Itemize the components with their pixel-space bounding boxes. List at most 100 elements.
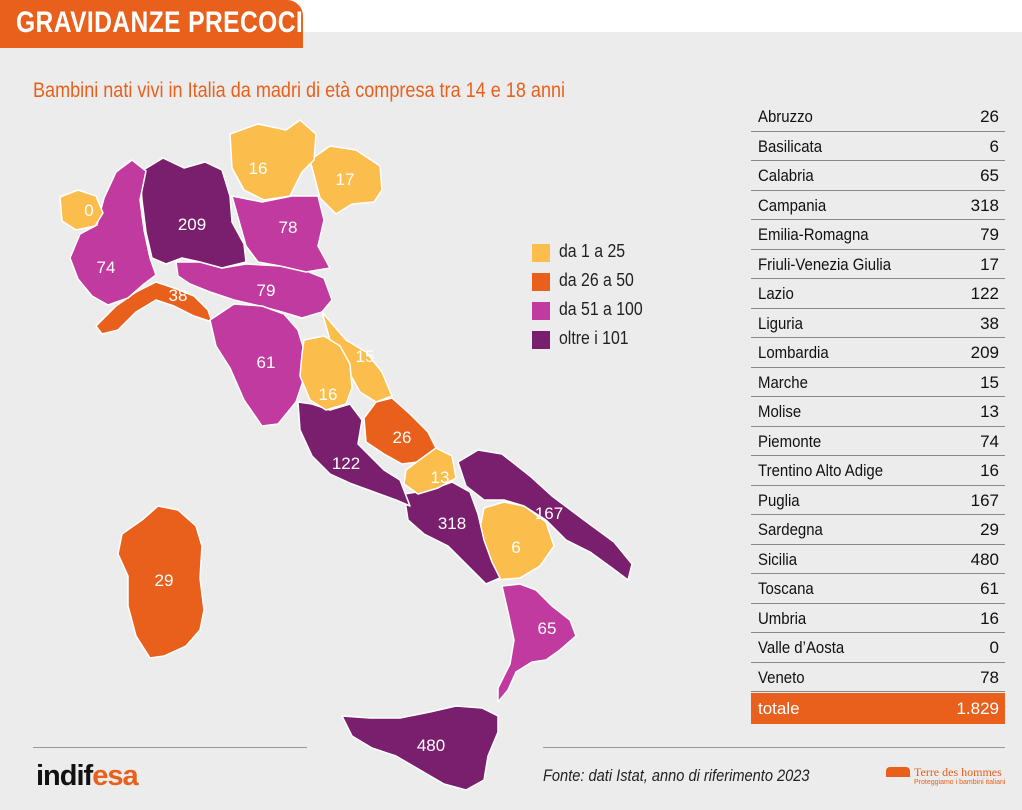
region-name: Emilia-Romagna: [758, 225, 869, 244]
map-region: [297, 401, 411, 507]
region-name: Liguria: [758, 313, 803, 333]
map-region-value-label: 167: [535, 504, 563, 523]
region-name: Valle d’Aosta: [758, 638, 845, 657]
region-value: 15: [980, 372, 999, 392]
map-region-value-label: 29: [155, 571, 174, 590]
region-name: Trentino Alto Adige: [758, 461, 884, 480]
region-value: 74: [980, 431, 999, 451]
map-region-value-label: 78: [279, 218, 298, 237]
map-region: [403, 481, 501, 585]
table-row: Lombardia 209: [751, 338, 1005, 368]
data-table: Abruzzo 26 Basilicata 6 Calabria 65 Campania 31…: [751, 102, 1005, 724]
region-value: 167: [970, 490, 999, 510]
map-region: [69, 159, 157, 306]
region-name: Molise: [758, 402, 802, 421]
region-name: Puglia: [758, 490, 800, 510]
region-name: Lazio: [758, 284, 794, 303]
region-value: 61: [980, 579, 999, 598]
region-value: 0: [989, 638, 999, 657]
map-region: [231, 195, 331, 273]
table-row: Abruzzo 26: [751, 102, 1005, 132]
region-value: 78: [980, 667, 999, 687]
region-name: Piemonte: [758, 431, 822, 451]
region-name: Abruzzo: [758, 107, 813, 126]
table-row: Veneto 78: [751, 663, 1005, 692]
total-value: 1.829: [956, 699, 999, 718]
table-row: Basilicata 6: [751, 132, 1005, 161]
table-row: Friuli-Venezia Giulia 17: [751, 250, 1005, 279]
total-row: totale 1.829: [751, 693, 1005, 724]
header-tab: GRAVIDANZE PRECOCI: [0, 0, 303, 48]
map-region-value-label: 15: [356, 347, 375, 366]
map-region: [309, 145, 383, 215]
map-region-value-label: 26: [393, 428, 412, 447]
region-name: Friuli-Venezia Giulia: [758, 254, 892, 274]
map-region: [117, 505, 205, 659]
region-value: 13: [980, 402, 999, 421]
region-value: 65: [980, 166, 999, 185]
region-name: Toscana: [758, 579, 814, 598]
map-region-value-label: 6: [511, 538, 520, 557]
map-region: [497, 583, 577, 703]
region-value: 79: [980, 225, 999, 244]
total-label: totale: [758, 699, 800, 718]
region-name: Marche: [758, 372, 808, 392]
region-value: 318: [970, 195, 999, 215]
map-region-value-label: 318: [438, 514, 466, 533]
map-region-value-label: 65: [538, 619, 557, 638]
map-region: [209, 303, 305, 427]
region-name: Lombardia: [758, 343, 829, 362]
region-value: 6: [989, 136, 999, 156]
page-title: GRAVIDANZE PRECOCI: [16, 6, 304, 39]
table-row: Lazio 122: [751, 279, 1005, 309]
region-value: 29: [980, 520, 999, 539]
table-row: Liguria 38: [751, 309, 1005, 338]
map-region-value-label: 13: [431, 468, 450, 487]
legend-label: da 1 a 25: [559, 241, 626, 261]
table-row: Piemonte 74: [751, 427, 1005, 456]
region-value: 26: [980, 107, 999, 126]
table-row: Umbria 16: [751, 604, 1005, 633]
footer-divider-right: [543, 747, 1005, 748]
region-value: 17: [980, 254, 999, 274]
map-region-value-label: 16: [319, 385, 338, 404]
region-name: Umbria: [758, 608, 807, 628]
table-row: Campania 318: [751, 191, 1005, 220]
table-row: Calabria 65: [751, 161, 1005, 191]
map-region: [139, 157, 247, 269]
table-row: Toscana 61: [751, 574, 1005, 604]
table-row: Trentino Alto Adige 16: [751, 456, 1005, 486]
table-row: Molise 13: [751, 397, 1005, 427]
region-value: 122: [970, 284, 999, 303]
region-name: Campania: [758, 195, 827, 215]
table-row: Valle d’Aosta 0: [751, 633, 1005, 663]
region-value: 16: [980, 608, 999, 628]
map-region-value-label: 0: [84, 201, 93, 220]
legend-swatch: [532, 273, 550, 291]
region-name: Sicilia: [758, 549, 798, 569]
terre-des-hommes-logo: Terre des hommes Proteggiamo i bambini i…: [886, 765, 1006, 795]
table-row: Puglia 167: [751, 486, 1005, 515]
map-region-value-label: 480: [417, 736, 445, 755]
map-region: [457, 449, 633, 581]
map-region: [229, 119, 317, 201]
map-region: [341, 705, 499, 791]
map-region-value-label: 122: [332, 454, 360, 473]
table-row: Emilia-Romagna 79: [751, 220, 1005, 250]
map-region-value-label: 61: [257, 353, 276, 372]
map-region-value-label: 209: [178, 215, 206, 234]
map-region: [299, 335, 353, 411]
region-name: Veneto: [758, 667, 805, 687]
legend-label: oltre i 101: [559, 328, 629, 348]
map-region: [59, 189, 104, 231]
region-value: 16: [980, 461, 999, 480]
region-name: Calabria: [758, 166, 814, 185]
region-value: 38: [980, 313, 999, 333]
source-note: Fonte: dati Istat, anno di riferimento 2…: [543, 766, 810, 785]
table-row: Sardegna 29: [751, 515, 1005, 545]
legend-label: da 51 a 100: [559, 299, 643, 319]
map-region-value-label: 79: [257, 281, 276, 300]
map-region: [403, 447, 457, 495]
region-value: 209: [970, 343, 999, 362]
